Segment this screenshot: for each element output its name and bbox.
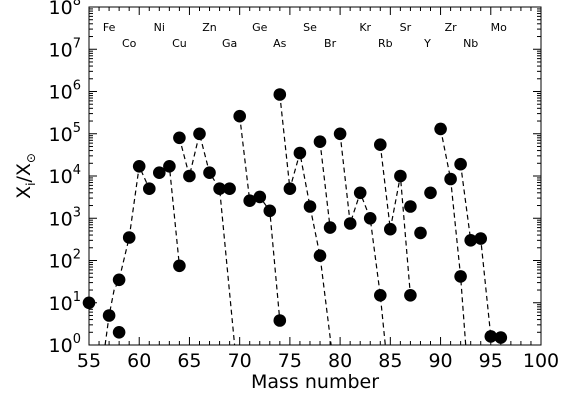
dashed-line-3 bbox=[178, 133, 236, 346]
data-point-16 bbox=[223, 182, 236, 195]
x-axis-label: Mass number bbox=[251, 371, 379, 393]
element-label-se: Se bbox=[303, 21, 317, 34]
axes-layer: 55 60 65 70 75 80 85 90 95 100 100 101 102 103 104 105 1… bbox=[49, 0, 560, 372]
data-point-23 bbox=[283, 182, 297, 195]
element-label-ga: Ga bbox=[222, 37, 237, 50]
data-point-7 bbox=[143, 182, 156, 195]
data-point-41 bbox=[434, 122, 447, 136]
y-tick-label: 101 bbox=[49, 290, 81, 315]
element-label-cu: Cu bbox=[172, 37, 187, 50]
element-label-zr: Zr bbox=[445, 21, 458, 34]
data-point-30 bbox=[343, 217, 357, 230]
y-tick-label: 105 bbox=[49, 121, 81, 146]
element-label-ge: Ge bbox=[252, 21, 268, 34]
data-point-40 bbox=[424, 186, 437, 200]
x-tick-label: 85 bbox=[378, 350, 402, 372]
dashed-line-6 bbox=[319, 141, 331, 228]
data-point-32 bbox=[363, 212, 377, 225]
y-tick-label: 103 bbox=[49, 205, 81, 230]
x-tick-label: 70 bbox=[228, 350, 252, 372]
x-tick-label: 55 bbox=[77, 350, 101, 372]
y-tick-label: 104 bbox=[49, 163, 81, 188]
data-point-29 bbox=[333, 127, 347, 141]
data-point-34 bbox=[374, 289, 387, 302]
element-label-ni: Ni bbox=[154, 21, 165, 34]
element-label-nb: Nb bbox=[463, 37, 478, 50]
data-points-layer bbox=[82, 88, 508, 344]
dashed-line-7 bbox=[339, 133, 386, 346]
data-point-10 bbox=[173, 131, 186, 145]
x-tick-label: 80 bbox=[328, 350, 352, 372]
data-point-25 bbox=[303, 200, 317, 213]
element-label-as: As bbox=[273, 37, 287, 50]
x-tick-label: 100 bbox=[523, 350, 559, 372]
data-point-37 bbox=[404, 200, 417, 213]
data-point-13 bbox=[193, 127, 206, 141]
data-point-27 bbox=[313, 249, 327, 262]
data-point-42 bbox=[444, 172, 457, 186]
data-point-43 bbox=[454, 157, 467, 171]
x-tick-label: 65 bbox=[177, 350, 201, 372]
data-point-2 bbox=[102, 309, 116, 322]
data-point-39 bbox=[414, 226, 427, 240]
dashed-line-2 bbox=[158, 165, 180, 266]
data-point-9 bbox=[163, 160, 176, 173]
data-point-48 bbox=[494, 331, 508, 344]
data-point-35 bbox=[384, 222, 397, 236]
element-label-kr: Kr bbox=[359, 21, 371, 34]
data-point-46 bbox=[474, 232, 488, 245]
y-tick-label: 106 bbox=[49, 79, 81, 104]
y-tick-label: 108 bbox=[49, 0, 81, 19]
data-point-21 bbox=[273, 88, 287, 101]
data-point-36 bbox=[394, 169, 407, 183]
data-point-44 bbox=[454, 270, 467, 283]
data-point-4 bbox=[112, 273, 126, 287]
data-point-24 bbox=[293, 146, 307, 160]
y-axis-label: Xi/X⊙ bbox=[13, 153, 38, 199]
element-label-y: Y bbox=[423, 37, 431, 50]
data-point-45 bbox=[464, 234, 478, 247]
element-label-zn: Zn bbox=[202, 21, 217, 34]
data-point-47 bbox=[484, 330, 498, 343]
data-point-22 bbox=[273, 314, 287, 327]
data-point-19 bbox=[253, 190, 267, 204]
dashed-line-5 bbox=[279, 94, 332, 346]
dashed-line-8 bbox=[379, 144, 411, 296]
plot-frame bbox=[88, 6, 542, 346]
data-point-18 bbox=[243, 194, 256, 207]
element-label-fe: Fe bbox=[103, 21, 116, 34]
data-point-5 bbox=[122, 231, 136, 244]
dashed-line-4 bbox=[239, 116, 281, 321]
element-label-br: Br bbox=[324, 37, 337, 50]
data-point-20 bbox=[263, 204, 277, 218]
data-point-12 bbox=[183, 169, 196, 183]
data-point-6 bbox=[132, 160, 146, 173]
x-tick-label: 95 bbox=[479, 350, 503, 372]
data-point-28 bbox=[323, 221, 337, 234]
data-point-8 bbox=[153, 166, 166, 179]
element-label-sr: Sr bbox=[400, 21, 412, 34]
data-point-3 bbox=[112, 326, 126, 339]
x-tick-label: 90 bbox=[428, 350, 452, 372]
element-labels-layer: Fe Co Ni Cu Zn Ga Ge As Se Br Kr Rb Sr Y Zr Nb Mo bbox=[103, 21, 507, 50]
data-point-17 bbox=[233, 109, 246, 123]
data-point-31 bbox=[353, 186, 367, 200]
x-tick-label: 60 bbox=[127, 350, 151, 372]
dashed-line-10 bbox=[460, 164, 501, 339]
element-label-rb: Rb bbox=[378, 37, 393, 50]
dashed-line-9 bbox=[440, 128, 467, 346]
data-point-38 bbox=[404, 289, 417, 302]
data-point-14 bbox=[203, 166, 216, 179]
element-label-mo: Mo bbox=[491, 21, 507, 34]
data-point-15 bbox=[213, 182, 226, 195]
x-tick-label: 75 bbox=[278, 350, 302, 372]
data-point-33 bbox=[374, 138, 387, 151]
data-point-26 bbox=[313, 135, 327, 148]
data-point-11 bbox=[173, 259, 186, 273]
element-label-co: Co bbox=[122, 37, 137, 50]
y-tick-label: 102 bbox=[49, 248, 81, 273]
y-tick-label: 100 bbox=[49, 332, 81, 357]
y-tick-label: 107 bbox=[49, 36, 81, 61]
